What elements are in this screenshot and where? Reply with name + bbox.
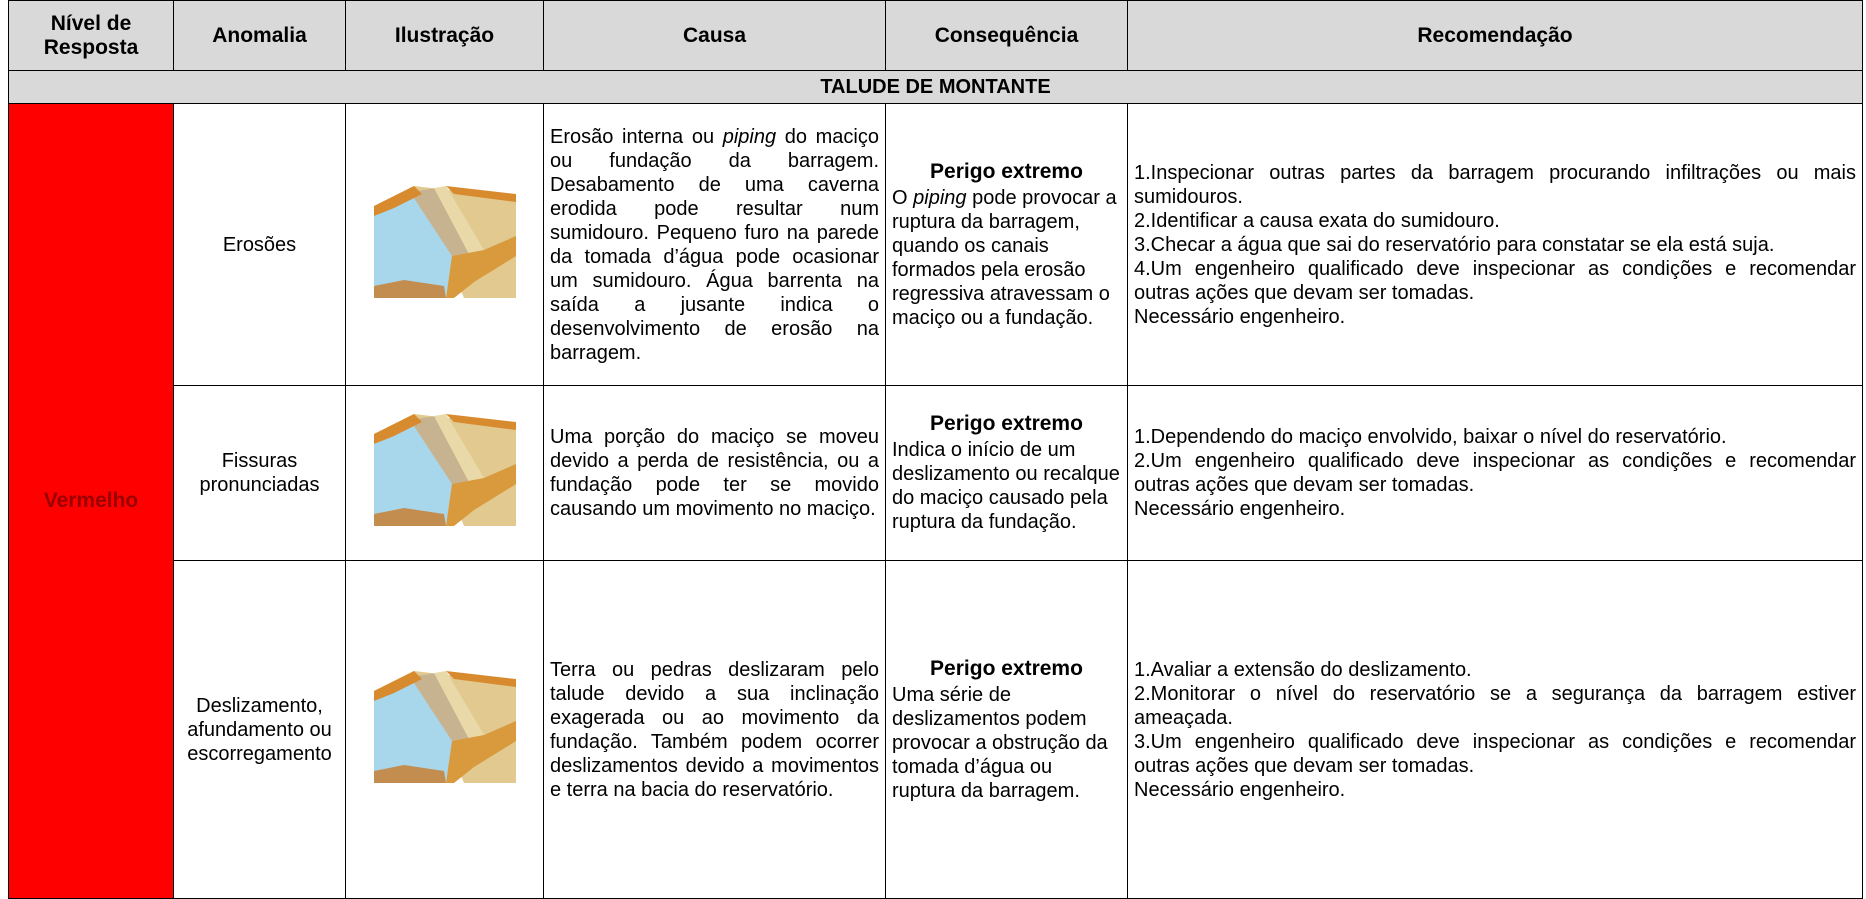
recommendation-item: 2.Monitorar o nível do reservatório se a…	[1134, 682, 1856, 729]
anomaly: Deslizamento, afundamento ou escorregame…	[173, 560, 346, 899]
consequence-title: Perigo extremo	[930, 656, 1083, 680]
text: O	[892, 186, 914, 209]
anomaly: Erosões	[173, 103, 346, 386]
header-cell: Anomalia	[173, 0, 346, 71]
row: Deslizamento, afundamento ou escorregame…	[9, 560, 1863, 899]
table: Nível de Resposta Anomalia Ilustração Ca…	[8, 0, 1863, 899]
level: Vermelho	[8, 103, 174, 899]
consequence-title: Perigo extremo	[930, 412, 1083, 435]
recommendation-item: Necessário engenheiro.	[1134, 305, 1346, 328]
consequence-title: Perigo extremo	[930, 159, 1083, 183]
consequence-text: Indica o início de um deslizamento ou re…	[892, 439, 1120, 533]
text: do maciço ou fundação da barragem. Desab…	[550, 125, 879, 364]
header-cell: Recomendação	[1127, 0, 1863, 71]
recommendation: 1.Dependendo do maciço envolvido, baixar…	[1127, 385, 1863, 561]
illustration	[345, 560, 544, 899]
section-title: TALUDE DE MONTANTE	[8, 70, 1863, 104]
recommendation-item: 1.Inspecionar outras partes da barragem …	[1134, 161, 1856, 208]
section-row: TALUDE DE MONTANTE	[8, 70, 1863, 104]
italic-text: piping	[722, 125, 777, 148]
recommendation-item: 1.Avaliar a extensão do deslizamento.	[1134, 658, 1472, 681]
recommendation-item: 2.Um engenheiro qualificado deve inspeci…	[1134, 450, 1856, 496]
recommendation-item: 2.Identificar a causa exata do sumidouro…	[1134, 209, 1500, 232]
header-row: Nível de Resposta Anomalia Ilustração Ca…	[8, 0, 1863, 71]
header-cell: Causa	[543, 0, 886, 71]
anomaly: Fissuras pronunciadas	[173, 385, 346, 561]
consequence-text: O piping pode provocar a ruptura da barr…	[892, 186, 1121, 330]
cause: Uma porção do maciço se moveu devido a p…	[543, 385, 886, 561]
cause: Terra ou pedras deslizaram pelo talude d…	[543, 560, 886, 899]
consequence: Perigo extremo Uma série de deslizamentos…	[885, 560, 1128, 899]
consequence: Perigo extremo O piping pode provocar a r…	[885, 103, 1128, 386]
text: pode provocar a ruptura da barragem, qua…	[892, 186, 1117, 329]
illustration	[345, 385, 544, 561]
recommendation-item: 3.Checar a água que sai do reservatório …	[1134, 233, 1775, 256]
recommendation: 1.Inspecionar outras partes da barragem …	[1127, 103, 1863, 386]
header-cell: Ilustração	[345, 0, 544, 71]
recommendation-item: 3.Um engenheiro qualificado deve inspeci…	[1134, 730, 1856, 777]
recommendation-item: Necessário engenheiro.	[1134, 498, 1346, 520]
header-cell: Consequência	[885, 0, 1128, 71]
recommendation-item: 1.Dependendo do maciço envolvido, baixar…	[1134, 426, 1727, 448]
row: Vermelho Erosões Erosão interna ou pipin…	[8, 103, 1863, 899]
consequence: Perigo extremo Indica o início de um desl…	[885, 385, 1128, 561]
consequence-text: Uma série de deslizamentos podem provoca…	[892, 683, 1108, 802]
cause: Erosão interna ou piping do maciço ou fu…	[543, 103, 886, 386]
dam-illustration	[373, 414, 516, 526]
row: Fissuras pronunciadas Uma porção do maci…	[9, 385, 1863, 561]
dam-illustration	[373, 670, 516, 783]
illustration	[345, 103, 544, 386]
dam-illustration	[373, 185, 516, 298]
recommendation-item: Necessário engenheiro.	[1134, 778, 1346, 801]
recommendation-item: 4.Um engenheiro qualificado deve inspeci…	[1134, 257, 1856, 304]
recommendation: 1.Avaliar a extensão do deslizamento. 2.M…	[1127, 560, 1863, 899]
italic-text: piping	[913, 186, 967, 209]
text: Erosão interna ou	[550, 125, 723, 148]
header-cell: Nível de Resposta	[8, 0, 174, 71]
